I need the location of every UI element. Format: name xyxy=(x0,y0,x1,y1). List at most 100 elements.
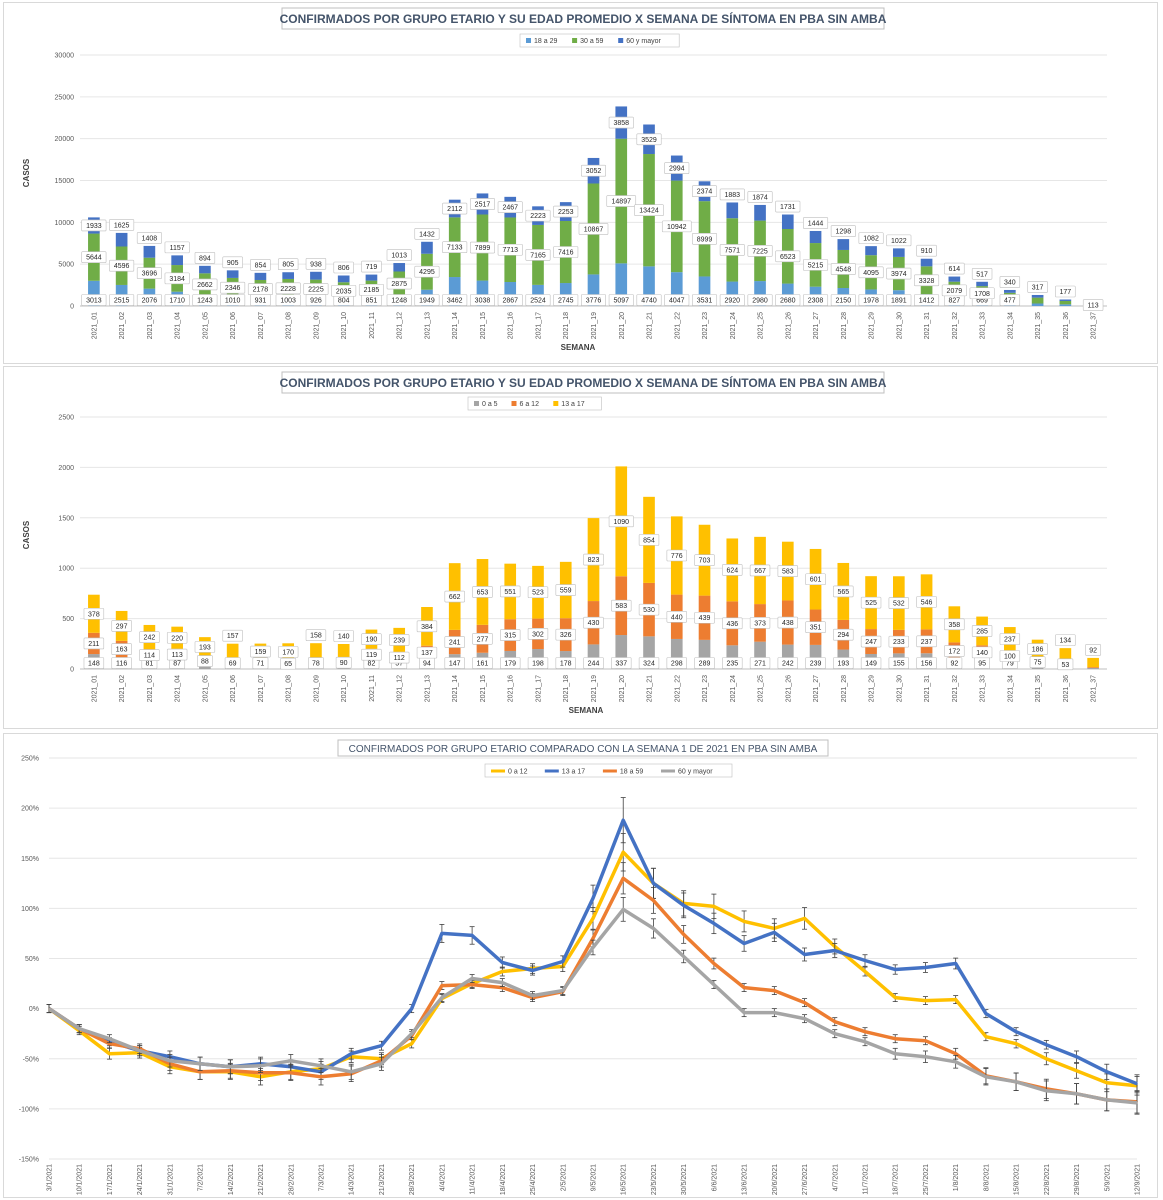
y-tick-label: 50% xyxy=(25,956,39,963)
data-label-18-a-29: 4740 xyxy=(641,298,657,305)
point-18-a-59-18/4/2021 xyxy=(501,986,504,989)
bar-18-a-29-2021_35 xyxy=(1031,303,1044,306)
data-label-30-a-59: 7165 xyxy=(530,252,546,259)
chart-title-box xyxy=(337,739,829,757)
point-0-a-12-11/7/2021 xyxy=(864,970,866,973)
data-label-box xyxy=(999,294,1021,306)
data-label-18-a-29: 926 xyxy=(310,298,322,305)
data-label-0-a-5: 235 xyxy=(726,661,738,668)
legend-item-60-y-mayor: 60 y mayor xyxy=(626,38,661,45)
data-label-box xyxy=(472,633,493,645)
data-label-box xyxy=(722,657,743,669)
data-label-box xyxy=(666,610,687,623)
data-label-30-a-59: 7416 xyxy=(558,250,574,257)
data-label-30-a-59: 2225 xyxy=(308,286,324,293)
point-0-a-12-9/5/2021 xyxy=(592,917,594,920)
point-13-a-17-13/6/2021 xyxy=(743,942,745,945)
x-tick-label: 1/8/2021 xyxy=(953,1164,960,1191)
x-tick-label: 2021_14 xyxy=(452,312,459,339)
data-label-60-y-mayor: 1883 xyxy=(724,192,740,199)
point-60-y-mayor-4/4/2021 xyxy=(441,996,443,999)
data-label-box xyxy=(333,630,354,642)
data-label-box xyxy=(164,241,190,254)
data-label-box xyxy=(860,596,882,609)
data-label-30-a-59: 5215 xyxy=(808,262,824,269)
data-label-box xyxy=(527,586,549,599)
data-label-60-y-mayor: 1731 xyxy=(780,204,796,211)
bar-0-a-5-2021_20 xyxy=(615,635,628,669)
data-label-box xyxy=(692,185,718,198)
point-18-a-59-17/1/2021 xyxy=(108,1042,111,1045)
legend-swatch xyxy=(618,38,624,43)
x-tick-label: 5/9/2021 xyxy=(1104,1164,1111,1191)
y-tick-label: 15000 xyxy=(55,178,75,185)
data-label-60-y-mayor: 340 xyxy=(1004,279,1016,286)
data-label-0-a-5: 94 xyxy=(423,661,431,668)
data-label-18-a-29: 2680 xyxy=(780,298,796,305)
point-60-y-mayor-18/4/2021 xyxy=(501,981,504,984)
data-label-box xyxy=(858,232,884,244)
y-axis-title: CASOS xyxy=(22,158,31,187)
data-label-30-a-59: 7133 xyxy=(447,245,463,252)
data-label-60-y-mayor: 894 xyxy=(199,255,211,262)
bar-0-a-5-2021_27 xyxy=(809,644,822,669)
y-tick-label: 250% xyxy=(21,756,39,763)
x-tick-label: 25/7/2021 xyxy=(923,1164,930,1195)
data-label-box xyxy=(886,267,912,280)
point-18-a-59-7/3/2021 xyxy=(320,1075,322,1078)
data-label-box xyxy=(941,284,967,297)
x-tick-label: 2021_23 xyxy=(702,675,709,702)
point-13-a-17-18/7/2021 xyxy=(894,968,897,971)
data-label-60-y-mayor: 1933 xyxy=(86,223,102,230)
data-label-box xyxy=(81,219,107,232)
data-label-box xyxy=(638,534,660,546)
data-label-60-y-mayor: 177 xyxy=(1060,289,1072,296)
data-label-box xyxy=(1082,299,1104,311)
point-13-a-17-30/5/2021 xyxy=(682,904,685,907)
data-label-box xyxy=(833,585,854,598)
point-60-y-mayor-4/7/2021 xyxy=(833,1032,836,1035)
x-tick-label: 2021_34 xyxy=(1007,675,1014,702)
data-label-box xyxy=(914,294,940,306)
data-label-box xyxy=(608,294,634,306)
data-label-box xyxy=(472,586,493,598)
data-label-18-a-29: 1243 xyxy=(197,298,213,305)
data-label-0-a-5: 239 xyxy=(810,661,822,668)
data-label-60-y-mayor: 2112 xyxy=(447,206,462,213)
data-label-box xyxy=(553,294,579,306)
data-label-6-a-12: 71 xyxy=(257,661,265,668)
x-tick-label: 2021_26 xyxy=(785,312,792,339)
point-60-y-mayor-11/7/2021 xyxy=(864,1040,866,1043)
data-label-box xyxy=(833,657,854,669)
data-label-60-y-mayor: 614 xyxy=(948,266,960,273)
point-60-y-mayor-28/3/2021 xyxy=(410,1032,413,1035)
bar-0-a-5-2021_23 xyxy=(698,639,711,669)
x-tick-label: 2021_17 xyxy=(535,312,542,339)
x-tick-label: 2021_30 xyxy=(896,312,903,339)
legend-item-0-a-5: 0 a 5 xyxy=(482,401,498,408)
point-60-y-mayor-14/2/2021 xyxy=(229,1065,232,1068)
data-label-box xyxy=(888,635,910,648)
data-label-6-a-12: 211 xyxy=(88,641,99,648)
x-tick-label: 2021_29 xyxy=(869,675,876,702)
data-label-13-a-17: 532 xyxy=(893,601,905,608)
data-label-13-a-17: 378 xyxy=(88,611,100,618)
x-tick-label: 2021_01 xyxy=(91,675,98,702)
data-label-box xyxy=(525,249,551,261)
x-tick-label: 2021_16 xyxy=(508,312,515,339)
data-label-18-a-29: 1891 xyxy=(891,298,907,305)
data-label-18-a-29: 3038 xyxy=(475,298,491,305)
data-label-box xyxy=(638,603,660,616)
data-label-0-a-5: 147 xyxy=(449,661,461,668)
data-label-box xyxy=(164,294,190,306)
data-label-0-a-5: 179 xyxy=(504,661,516,668)
data-label-30-a-59: 14897 xyxy=(612,199,632,206)
data-label-13-a-17: 601 xyxy=(810,577,822,584)
data-label-6-a-12: 438 xyxy=(782,620,794,627)
data-label-18-a-29: 1248 xyxy=(391,298,407,305)
bar-60-y-mayor-2021_12 xyxy=(393,263,406,272)
data-label-18-a-29: 1010 xyxy=(225,298,241,305)
point-18-a-59-7/2/2021 xyxy=(199,1070,201,1073)
data-label-box xyxy=(220,281,246,294)
x-tick-label: 2021_20 xyxy=(619,675,626,702)
